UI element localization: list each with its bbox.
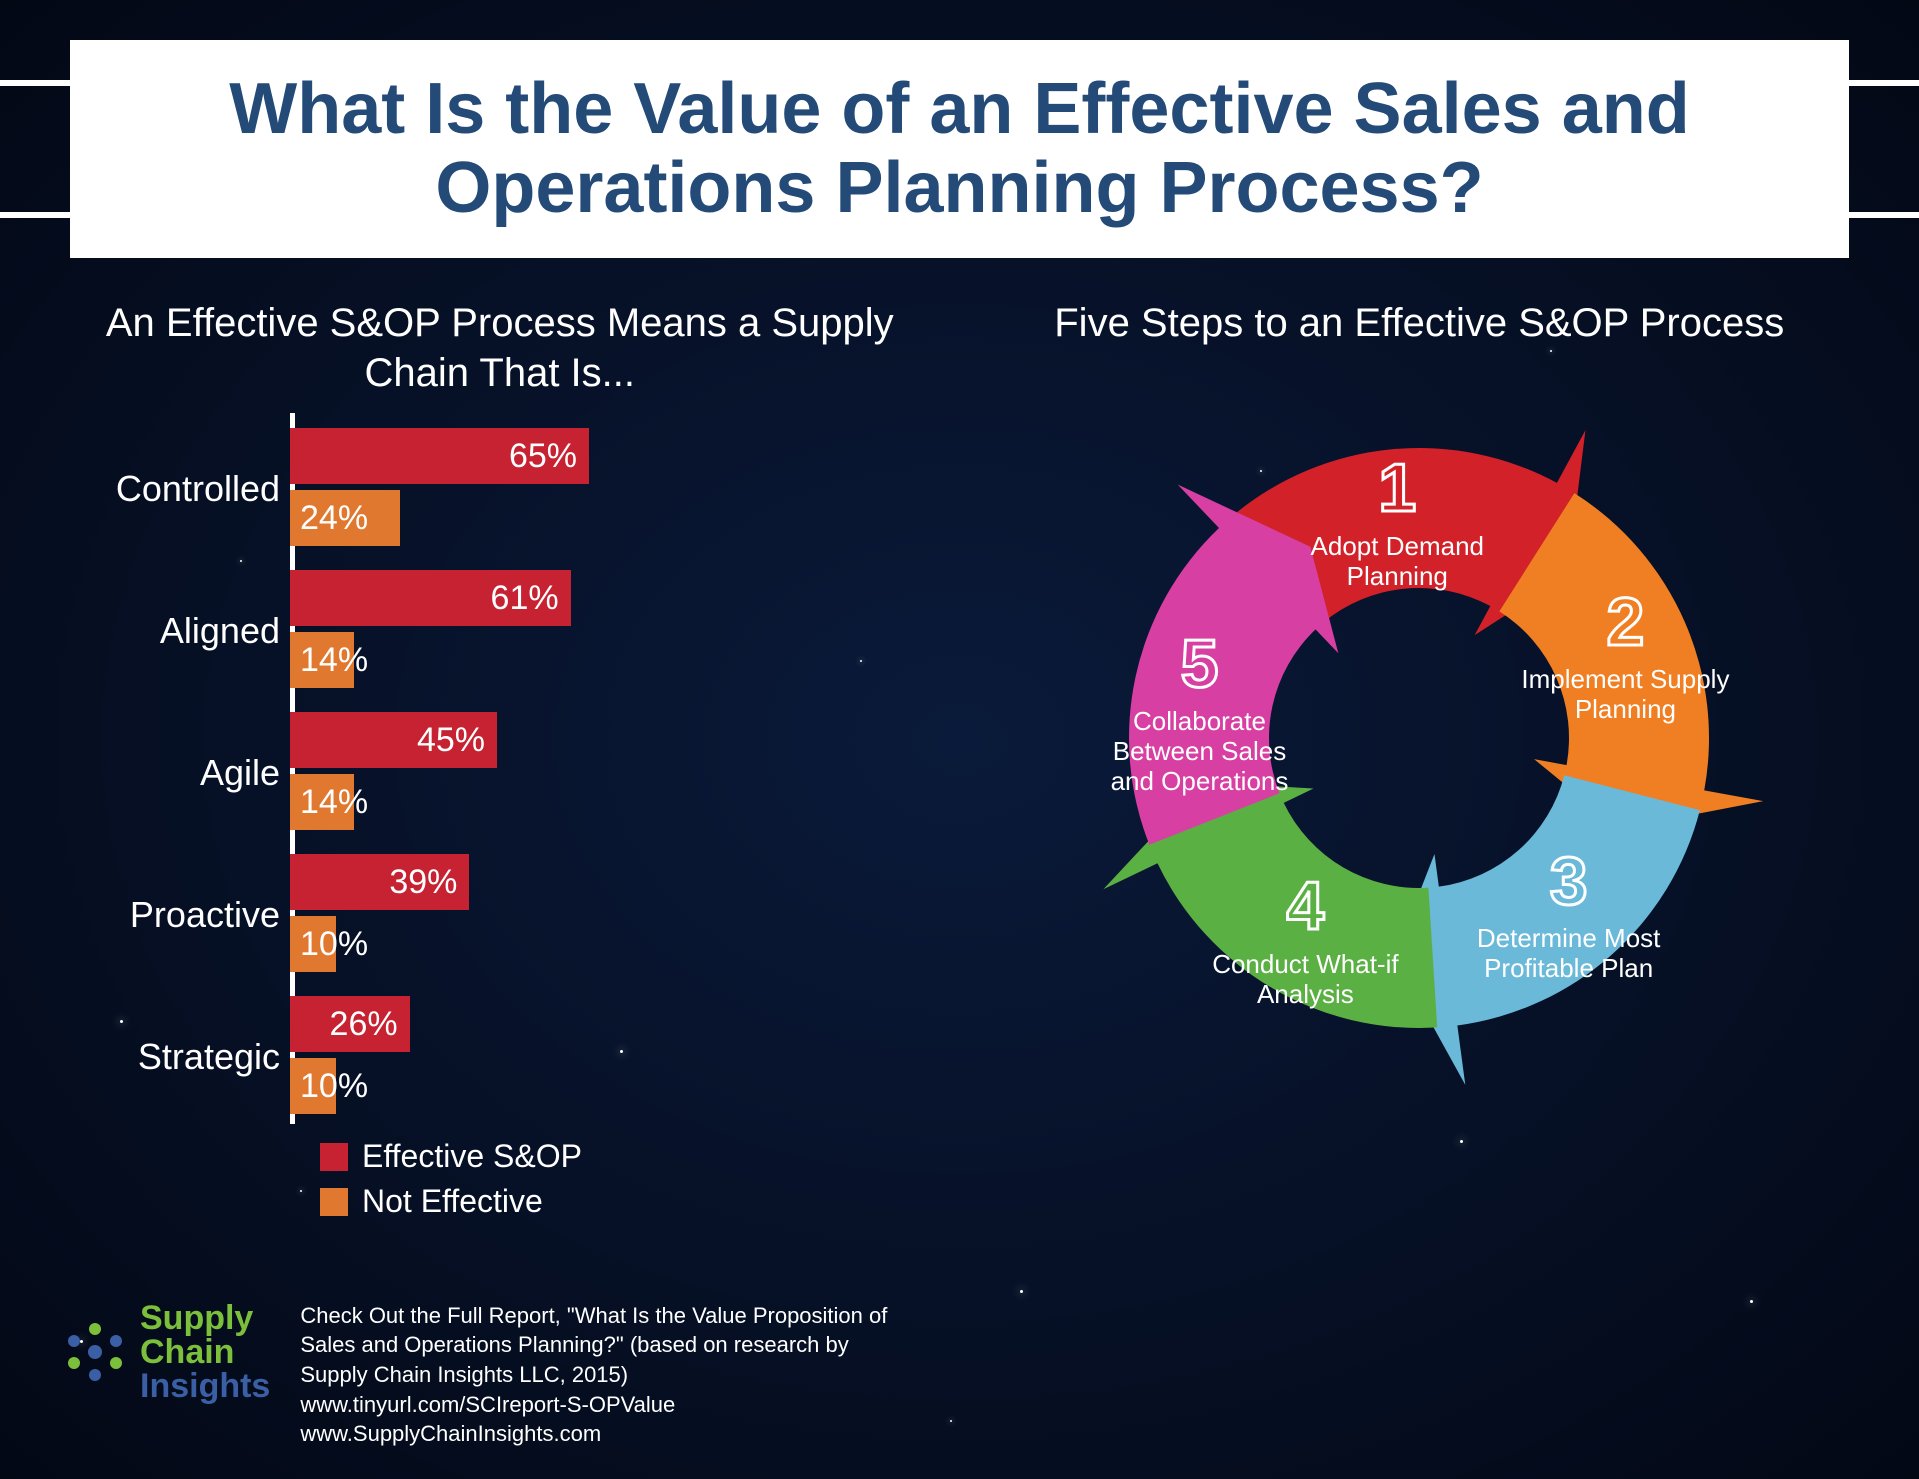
footer-text: Check Out the Full Report, "What Is the … <box>300 1301 920 1449</box>
bar-row: Aligned61%14% <box>290 570 940 688</box>
bar-effective: 61% <box>290 570 571 626</box>
bar-chart-panel: An Effective S&OP Process Means a Supply… <box>60 298 940 1228</box>
cycle-step-number: 2 <box>1607 583 1645 661</box>
bar-value: 61% <box>491 579 559 618</box>
bar-effective: 45% <box>290 712 497 768</box>
logo-line2: Chain <box>140 1335 270 1369</box>
bar-value: 39% <box>389 863 457 902</box>
bar-not-effective: 10% <box>290 1058 336 1114</box>
bar-value: 10% <box>300 1067 368 1106</box>
bar-row: Controlled65%24% <box>290 428 940 546</box>
category-label: Controlled <box>60 468 280 510</box>
category-label: Strategic <box>60 1036 280 1078</box>
cycle-step-label: 5Collaborate Between Sales and Operation… <box>1094 625 1304 797</box>
cycle-step-text: Determine Most Profitable Plan <box>1464 924 1674 984</box>
bar-value: 14% <box>300 783 368 822</box>
category-label: Agile <box>60 752 280 794</box>
bar-effective: 65% <box>290 428 589 484</box>
bar-effective: 26% <box>290 996 410 1052</box>
cycle-step-label: 1Adopt Demand Planning <box>1292 449 1502 591</box>
bar-effective: 39% <box>290 854 469 910</box>
bar-row: Proactive39%10% <box>290 854 940 972</box>
cycle-step-text: Conduct What-if Analysis <box>1200 950 1410 1010</box>
bar-not-effective: 24% <box>290 490 400 546</box>
bar-chart-body: Controlled65%24%Aligned61%14%Agile45%14%… <box>60 428 940 1114</box>
cycle-step-number: 1 <box>1378 449 1416 527</box>
bar-not-effective: 14% <box>290 774 354 830</box>
bar-not-effective: 14% <box>290 632 354 688</box>
legend-swatch-effective <box>320 1143 348 1171</box>
cycle-step-label: 4Conduct What-if Analysis <box>1200 867 1410 1009</box>
cycle-step-text: Adopt Demand Planning <box>1292 532 1502 592</box>
chart-legend: Effective S&OP Not Effective <box>320 1138 940 1220</box>
cycle-step-text: Implement Supply Planning <box>1520 665 1730 725</box>
legend-label-effective: Effective S&OP <box>362 1138 582 1175</box>
category-label: Proactive <box>60 894 280 936</box>
bar-value: 14% <box>300 641 368 680</box>
cycle-step-label: 3Determine Most Profitable Plan <box>1464 842 1674 984</box>
bar-value: 24% <box>300 499 368 538</box>
legend-swatch-not-effective <box>320 1188 348 1216</box>
cycle-step-number: 3 <box>1550 842 1588 920</box>
logo-icon <box>60 1317 130 1387</box>
page-title: What Is the Value of an Effective Sales … <box>90 70 1829 228</box>
legend-item-not-effective: Not Effective <box>320 1183 940 1220</box>
legend-label-not-effective: Not Effective <box>362 1183 543 1220</box>
cycle-diagram-panel: Five Steps to an Effective S&OP Process … <box>980 298 1860 1228</box>
cycle-step-text: Collaborate Between Sales and Operations <box>1094 707 1304 797</box>
logo: Supply Chain Insights <box>60 1301 270 1403</box>
content-row: An Effective S&OP Process Means a Supply… <box>0 258 1919 1228</box>
category-label: Aligned <box>60 610 280 652</box>
logo-text: Supply Chain Insights <box>140 1301 270 1403</box>
cycle-step-label: 2Implement Supply Planning <box>1520 583 1730 725</box>
bar-row: Strategic26%10% <box>290 996 940 1114</box>
bar-chart-title: An Effective S&OP Process Means a Supply… <box>60 298 940 398</box>
cycle-step-number: 4 <box>1286 867 1324 945</box>
cycle-title: Five Steps to an Effective S&OP Process <box>980 298 1860 348</box>
bar-value: 26% <box>330 1005 398 1044</box>
title-banner: What Is the Value of an Effective Sales … <box>70 40 1849 258</box>
logo-line1: Supply <box>140 1301 270 1335</box>
bar-not-effective: 10% <box>290 916 336 972</box>
logo-line3: Insights <box>140 1369 270 1403</box>
bar-row: Agile45%14% <box>290 712 940 830</box>
legend-item-effective: Effective S&OP <box>320 1138 940 1175</box>
cycle-step-number: 5 <box>1181 625 1219 703</box>
bar-value: 10% <box>300 925 368 964</box>
bar-value: 45% <box>417 721 485 760</box>
cycle-diagram: 1Adopt Demand Planning2Implement Supply … <box>1039 368 1799 1088</box>
footer: Supply Chain Insights Check Out the Full… <box>60 1301 1859 1449</box>
bar-value: 65% <box>509 437 577 476</box>
